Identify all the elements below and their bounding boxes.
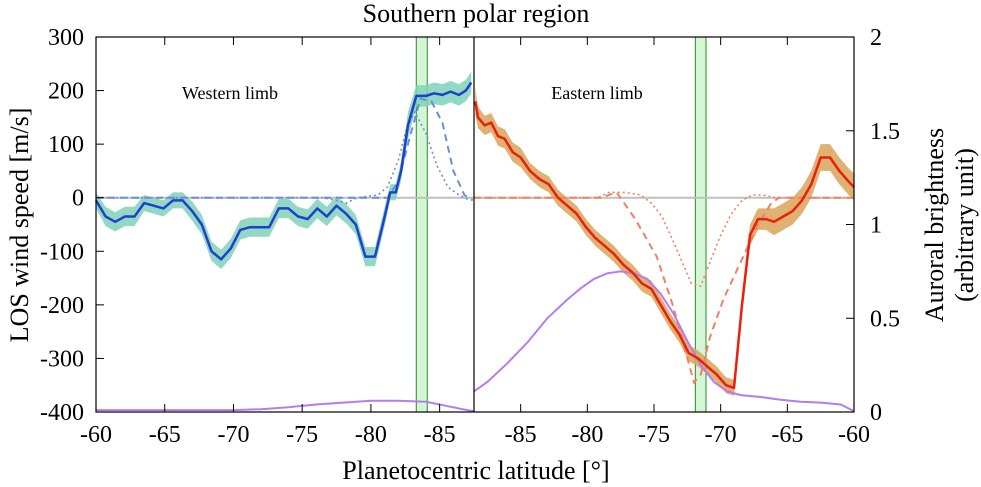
y2-axis-label-line1: Auroral brightness [920, 128, 949, 322]
ytick-label: 0 [72, 186, 84, 212]
west-xtick-label: -85 [424, 422, 456, 448]
east-model-dotted-line [474, 191, 854, 288]
ytick-label: -300 [40, 346, 84, 372]
west-wind-uncertainty-band [96, 71, 472, 269]
ytick-label: -400 [40, 400, 84, 426]
error-band-layer [96, 71, 854, 396]
west-model-dotted-line [96, 110, 471, 204]
ytick-label: 200 [48, 79, 84, 105]
east-wind-line [474, 101, 855, 390]
east-xtick-label: -80 [571, 422, 603, 448]
ytick-label: 100 [48, 132, 84, 158]
west-xtick-label: -70 [217, 422, 249, 448]
tick-layer: -60 -65 -70 -75 -80 -85 -85 -80 -75 -70 -65 -60 300 2… [40, 25, 900, 448]
ytick-label: -100 [40, 239, 84, 265]
annotation-eastern-limb: Eastern limb [551, 83, 642, 103]
west-xtick-label: -80 [355, 422, 387, 448]
series-line-layer [94, 81, 855, 413]
annotation-western-limb: Western limb [182, 83, 278, 103]
west-xtick-label: -75 [286, 422, 318, 448]
y2tick-label: 1.5 [870, 119, 900, 145]
chart-title: Southern polar region [363, 0, 590, 28]
west-auroral-brightness-line [96, 399, 475, 413]
y2tick-label: 2 [870, 25, 882, 51]
x-axis-label: Planetocentric latitude [°] [342, 456, 609, 485]
y2tick-label: 0 [870, 400, 882, 426]
west-model-dashed-line [96, 97, 474, 202]
east-xtick-label: -70 [705, 422, 737, 448]
east-auroral-brightness-line [473, 270, 855, 412]
east-xtick-label: -65 [771, 422, 803, 448]
y2tick-label: 1 [870, 213, 882, 239]
east-xtick-label: -75 [638, 422, 670, 448]
ytick-label: 300 [48, 25, 84, 51]
east-model-dashed-line [474, 191, 854, 385]
west-xtick-label: -65 [149, 422, 181, 448]
east-xtick-label: -85 [505, 422, 537, 448]
y2-axis-label-line2: (arbitrary unit) [950, 148, 979, 302]
y-axis-label: LOS wind speed [m/s] [5, 108, 34, 343]
east-wind-uncertainty-band [475, 87, 854, 396]
y2tick-label: 0.5 [870, 306, 900, 332]
west-xtick-label: -60 [80, 422, 112, 448]
east-xtick-label: -60 [838, 422, 870, 448]
west-wind-line [94, 81, 473, 261]
ytick-label: -200 [40, 293, 84, 319]
